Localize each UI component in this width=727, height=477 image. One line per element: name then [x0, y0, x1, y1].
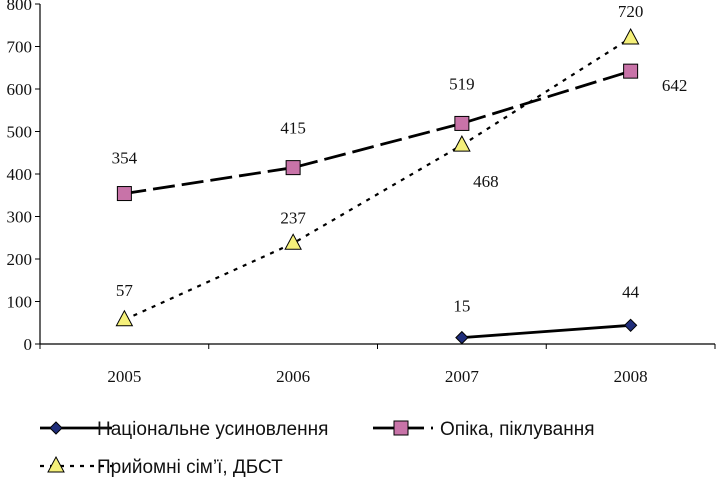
- x-tick-label: 2005: [107, 367, 141, 386]
- y-tick-label: 400: [7, 165, 33, 184]
- data-point: [623, 318, 638, 333]
- y-tick-label: 500: [7, 123, 33, 142]
- data-point: [621, 27, 640, 45]
- y-tick-label: 0: [24, 335, 33, 354]
- data-label: 642: [662, 76, 688, 95]
- data-label: 237: [280, 208, 306, 227]
- data-point: [284, 233, 302, 250]
- series-markers: [115, 27, 640, 345]
- data-point: [623, 63, 639, 79]
- legend-label: Прийомні сім’ї, ДБСТ: [97, 457, 283, 477]
- data-label: 44: [622, 282, 640, 301]
- y-tick-label: 200: [7, 250, 33, 269]
- tick-labels: 0 100 200 300 400 500 600 700 800 2005 2006 2007 200…: [7, 0, 648, 386]
- y-tick-label: 600: [7, 80, 33, 99]
- data-labels: 15 44 354 415 519 642 57 237 468 720: [112, 2, 688, 316]
- legend-marker: [393, 420, 409, 436]
- y-tick-label: 100: [7, 293, 33, 312]
- y-tick-label: 300: [7, 208, 33, 227]
- y-tick-label: 800: [7, 0, 33, 14]
- data-label: 57: [116, 281, 134, 300]
- y-tick-label: 700: [7, 38, 33, 57]
- data-label: 519: [449, 74, 475, 93]
- legend-marker: [47, 455, 65, 473]
- x-tick-label: 2006: [276, 367, 310, 386]
- data-point: [116, 186, 132, 202]
- x-tick-label: 2008: [614, 367, 648, 386]
- series-lines: [123, 37, 632, 340]
- series-line: [123, 37, 632, 321]
- legend-marker: [49, 421, 63, 435]
- data-point: [115, 309, 134, 327]
- data-point: [453, 135, 471, 152]
- data-point: [454, 115, 470, 131]
- data-point: [285, 160, 301, 176]
- data-label: 720: [618, 2, 644, 21]
- data-label: 415: [280, 119, 306, 138]
- axes: [35, 3, 716, 349]
- data-label: 468: [473, 172, 499, 191]
- data-label: 354: [112, 149, 138, 168]
- series-line: [124, 69, 632, 195]
- data-label: 15: [453, 297, 470, 316]
- x-tick-label: 2007: [445, 367, 480, 386]
- series-line: [461, 323, 631, 340]
- legend-label: Опіка, піклування: [440, 419, 595, 440]
- data-point: [455, 330, 469, 345]
- legend-label: Національне усиновлення: [97, 419, 328, 440]
- legend: Національне усиновлення Опіка, піклування…: [40, 419, 595, 477]
